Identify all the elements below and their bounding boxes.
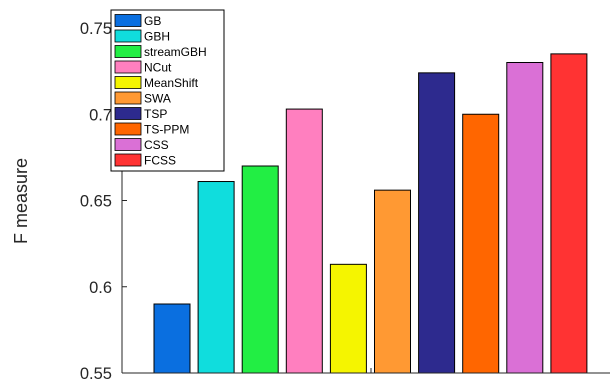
bars-layer: [153, 53, 588, 374]
legend-label: SWA: [144, 92, 171, 106]
bar-css: [506, 62, 544, 374]
y-ticks: 0.55 0.6 0.65 0.7 0.75: [80, 20, 372, 381]
legend-label: streamGBH: [144, 45, 207, 59]
y-tick-label: 0.75: [80, 20, 112, 38]
bar-gb: [153, 303, 191, 374]
legend-swatch: [114, 107, 142, 120]
legend-label: NCut: [144, 61, 172, 75]
legend-label: GB: [144, 14, 161, 28]
bar-streamgbh: [241, 165, 279, 374]
legend-swatch: [114, 91, 142, 105]
legend-label: CSS: [144, 138, 169, 152]
legend-swatch: [114, 153, 142, 167]
legend-item-fcss: FCSS: [114, 153, 176, 168]
y-tick-label: 0.65: [80, 193, 112, 211]
axes-layer: 0.55 0.6 0.65 0.7 0.75 F measure: [11, 20, 610, 381]
legend-item-streamgbh: streamGBH: [114, 45, 207, 59]
legend-label: FCSS: [144, 154, 176, 168]
legend-swatch: [114, 122, 142, 136]
legend-swatch: [114, 138, 142, 151]
legend-label: GBH: [144, 30, 170, 44]
legend-swatch: [114, 14, 142, 27]
legend-item-tsp: TSP: [114, 107, 167, 121]
legend-item-meanshift: MeanShift: [114, 76, 199, 90]
legend-item-css: CSS: [114, 138, 169, 152]
legend-item-swa: SWA: [114, 91, 171, 106]
bar-ts-ppm: [462, 113, 500, 374]
y-axis-label: F measure: [11, 158, 31, 244]
legend-swatch: [114, 76, 142, 89]
legend-item-gb: GB: [114, 14, 161, 28]
y-tick-label: 0.55: [80, 365, 112, 381]
bar-fcss: [550, 53, 588, 374]
bar-tsp: [418, 72, 456, 374]
legend-label: TS-PPM: [144, 123, 189, 137]
bar-swa: [374, 189, 411, 374]
y-tick-label: 0.7: [89, 106, 112, 124]
legend-label: TSP: [144, 107, 167, 121]
legend-label: MeanShift: [144, 76, 199, 90]
legend-item-ts-ppm: TS-PPM: [114, 122, 189, 137]
legend-swatch: [114, 45, 142, 58]
bar-meanshift: [329, 263, 367, 374]
y-tick-label: 0.6: [89, 279, 112, 297]
bar-ncut: [285, 108, 323, 374]
legend-swatch: [114, 29, 142, 43]
legend-item-gbh: GBH: [114, 29, 170, 44]
bar-gbh: [197, 181, 235, 374]
legend-item-ncut: NCut: [114, 60, 172, 75]
legend-swatch: [114, 60, 142, 74]
